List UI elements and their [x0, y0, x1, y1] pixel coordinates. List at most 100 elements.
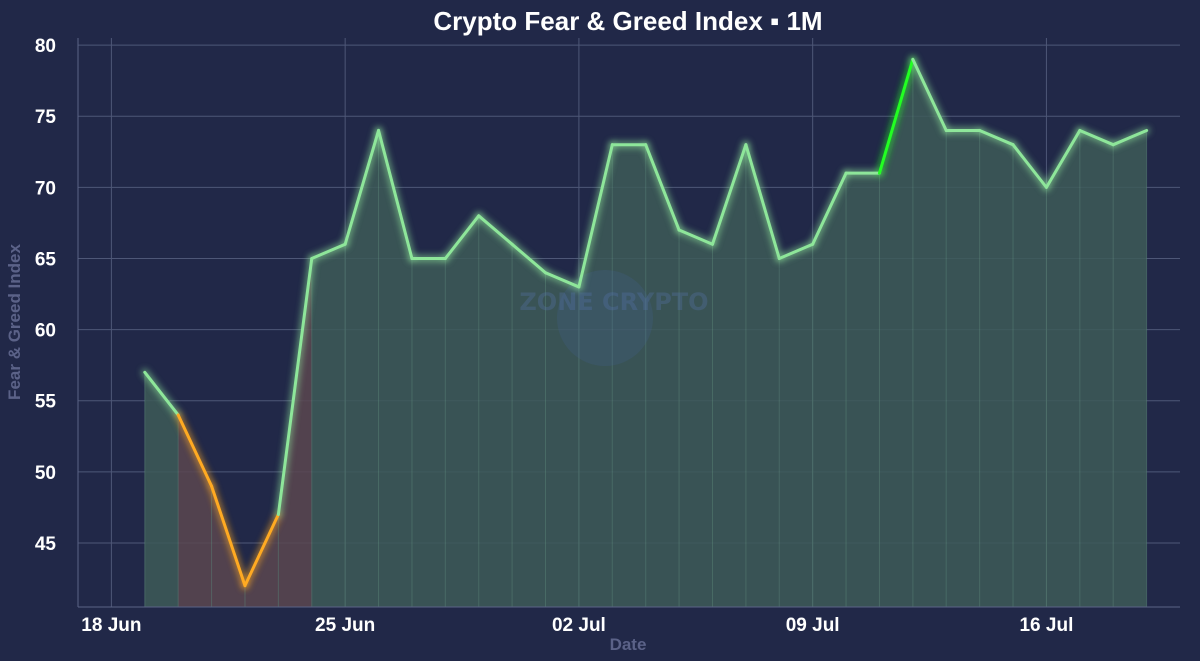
area-segment	[679, 230, 713, 607]
area-segment	[745, 144, 780, 607]
line-segment	[176, 413, 214, 488]
data-point	[1111, 143, 1115, 147]
y-tick-labels: 45 50 55 60 65 70 75 80	[35, 36, 57, 555]
data-point	[577, 285, 581, 289]
area-segment	[545, 272, 579, 607]
line-segment	[877, 57, 915, 175]
data-point	[410, 256, 414, 260]
area-segment	[1113, 130, 1147, 607]
area-segment	[345, 130, 379, 607]
area-segment	[178, 414, 212, 607]
line-segment	[143, 370, 180, 417]
data-point	[210, 484, 214, 488]
data-point	[343, 242, 347, 246]
y-axis-label: Fear & Greed Index	[5, 244, 24, 400]
area-segment	[779, 244, 813, 607]
line-segment	[343, 128, 381, 246]
x-tick-label: 09 Jul	[786, 615, 840, 636]
data-point	[276, 513, 280, 517]
area-segment	[946, 130, 980, 607]
data-point	[377, 128, 381, 132]
y-tick-label: 55	[35, 392, 57, 413]
line-segment	[310, 242, 347, 260]
data-point	[844, 171, 848, 175]
area-segment	[812, 173, 847, 607]
line-segment	[443, 214, 481, 260]
data-point	[677, 228, 681, 232]
line-segment	[744, 143, 781, 260]
zone-crypto-watermark: ZONE CRYPTO	[519, 270, 709, 366]
watermark-text: ZONE CRYPTO	[519, 288, 708, 316]
data-point	[610, 143, 614, 147]
area-segment	[144, 372, 179, 607]
line-segment	[911, 57, 948, 132]
line-segment	[644, 143, 681, 232]
data-point	[811, 242, 815, 246]
area-segment	[879, 59, 913, 607]
data-point	[310, 256, 314, 260]
area-segment	[645, 144, 680, 607]
y-tick-label: 45	[35, 534, 57, 555]
data-point	[710, 242, 714, 246]
line-segment	[210, 484, 247, 588]
watermark-globe	[557, 270, 653, 366]
area-segment	[1079, 130, 1114, 607]
line-segment	[377, 128, 414, 260]
data-point	[1044, 185, 1048, 189]
x-tick-label: 18 Jun	[81, 615, 141, 636]
data-point	[1145, 128, 1149, 132]
x-tick-labels: 18 Jun 25 Jun 02 Jul 09 Jul 16 Jul	[81, 615, 1073, 636]
area-segment	[378, 130, 412, 607]
line-segment	[477, 214, 514, 246]
data-point	[744, 143, 748, 147]
area-fill	[144, 59, 1148, 607]
line-segment	[710, 143, 748, 246]
data-point	[1078, 128, 1082, 132]
data-point	[911, 57, 915, 61]
line-segment	[1044, 128, 1082, 189]
x-tick-label: 02 Jul	[552, 615, 606, 636]
data-point	[510, 242, 514, 246]
data-point	[544, 271, 548, 275]
data-point	[176, 413, 180, 417]
line-segment	[677, 228, 714, 246]
data-point	[777, 256, 781, 260]
data-point	[243, 584, 247, 588]
data-point	[978, 128, 982, 132]
area-segment	[311, 244, 346, 607]
data-point	[477, 214, 481, 218]
area-segment	[979, 130, 1014, 607]
line-segment	[577, 143, 614, 289]
line-segment	[544, 271, 581, 289]
data-point	[1011, 143, 1015, 147]
x-axis-label: Date	[610, 635, 647, 654]
x-tick-label: 16 Jul	[1019, 615, 1073, 636]
area-segment	[612, 144, 646, 607]
area-segment	[445, 215, 479, 607]
y-tick-label: 80	[35, 36, 56, 57]
line-segment	[510, 242, 548, 275]
data-point	[443, 256, 447, 260]
x-tick-label: 25 Jun	[315, 615, 375, 636]
area-segment	[712, 144, 746, 607]
area-segment	[411, 258, 446, 607]
line-segment	[276, 256, 314, 517]
area-segment	[912, 59, 947, 607]
line-segment	[777, 242, 815, 260]
y-tick-label: 65	[35, 249, 57, 270]
data-point	[944, 128, 948, 132]
area-segment	[1046, 130, 1080, 607]
data-point	[877, 171, 881, 175]
series-line	[143, 57, 1149, 588]
data-point	[644, 143, 648, 147]
area-segment	[478, 215, 513, 607]
area-segment	[512, 244, 546, 607]
chart-title: Crypto Fear & Greed Index ▪ 1M	[433, 6, 822, 36]
data-point	[143, 370, 147, 374]
line-segment	[1078, 128, 1115, 147]
line-segment	[1111, 128, 1149, 147]
y-tick-label: 50	[35, 463, 56, 484]
y-tick-label: 75	[35, 107, 57, 128]
y-tick-label: 60	[35, 321, 56, 342]
